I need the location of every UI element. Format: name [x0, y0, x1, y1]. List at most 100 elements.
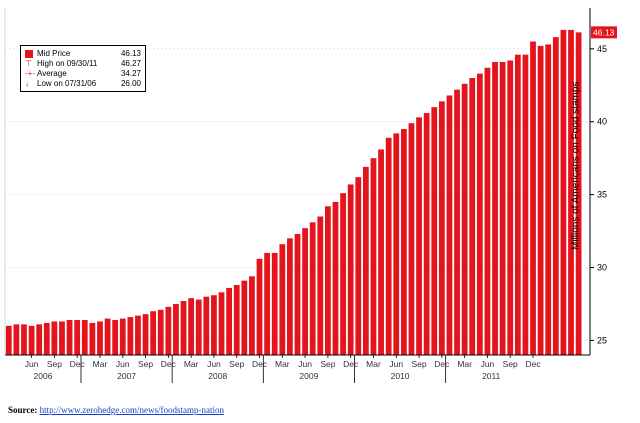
legend-label: Average — [37, 69, 67, 78]
bar — [378, 149, 384, 355]
bar — [484, 67, 491, 355]
bar — [454, 89, 460, 355]
y-tick-label: 45 — [597, 44, 607, 54]
bar — [256, 258, 263, 355]
x-tick-label: Jun — [389, 359, 403, 369]
legend-label: Mid Price — [37, 49, 71, 58]
bar — [499, 61, 506, 356]
bar — [226, 287, 233, 355]
x-tick-label: Jun — [481, 359, 495, 369]
bar — [568, 29, 574, 355]
bar — [142, 314, 149, 355]
bar — [135, 315, 141, 355]
bar — [461, 83, 468, 355]
bar — [13, 324, 20, 355]
year-label: 2007 — [117, 371, 136, 381]
bar — [157, 309, 164, 355]
legend-label: Low on 07/31/06 — [37, 79, 97, 88]
x-tick-label: Sep — [229, 359, 244, 369]
bar — [446, 95, 453, 355]
bar — [279, 244, 286, 355]
bar — [545, 44, 552, 355]
bar — [66, 320, 73, 355]
x-tick-label: Jun — [116, 359, 130, 369]
x-tick-label: Mar — [457, 359, 472, 369]
legend-label: High on 09/30/11 — [37, 59, 98, 68]
year-label: 2010 — [391, 371, 410, 381]
bar — [173, 303, 179, 355]
year-label: 2009 — [299, 371, 318, 381]
bar — [400, 129, 407, 355]
bar — [21, 324, 27, 355]
bar — [408, 123, 415, 356]
bar — [469, 77, 476, 356]
bar — [5, 325, 12, 355]
bar — [104, 318, 111, 355]
bar — [203, 296, 210, 355]
bar — [423, 112, 430, 355]
bar — [317, 216, 324, 355]
year-label: 2006 — [34, 371, 53, 381]
bar — [385, 137, 392, 355]
y-tick-label: 25 — [597, 335, 607, 345]
bar — [294, 233, 301, 355]
bar — [492, 61, 498, 356]
legend-item: -+- Average 34.27 — [25, 69, 141, 79]
bar — [81, 320, 88, 355]
bar — [537, 45, 544, 355]
bar — [218, 292, 225, 355]
x-tick-label: Mar — [275, 359, 290, 369]
bar — [287, 238, 293, 355]
legend-swatch-icon — [25, 50, 33, 58]
bar — [241, 280, 248, 355]
bar — [119, 318, 126, 355]
x-tick-label: Sep — [411, 359, 426, 369]
x-tick-label: Mar — [184, 359, 199, 369]
bar — [560, 29, 567, 355]
x-tick-label: Dec — [343, 359, 359, 369]
x-tick-label: Dec — [70, 359, 86, 369]
x-tick-label: Mar — [366, 359, 381, 369]
source-link[interactable]: http://www.zerohedge.com/news/foodstamp-… — [39, 405, 224, 415]
year-label: 2008 — [208, 371, 227, 381]
bars — [5, 29, 582, 356]
bar — [112, 320, 119, 355]
bar — [370, 158, 377, 355]
bar — [180, 301, 187, 355]
bar — [438, 101, 445, 356]
x-tick-label: Sep — [47, 359, 62, 369]
x-tick-label: Sep — [138, 359, 153, 369]
bar — [575, 32, 582, 355]
y-axis-title: Millions of Americans on Food stamps — [570, 81, 582, 250]
last-value-badge — [591, 26, 617, 39]
bar — [362, 166, 369, 355]
bar — [332, 201, 339, 355]
axes — [4, 8, 594, 383]
bar — [211, 295, 217, 355]
x-tick-label: Dec — [161, 359, 177, 369]
bar — [325, 206, 331, 355]
bar — [51, 321, 58, 355]
bar — [393, 133, 400, 355]
legend-value: 34.27 — [120, 69, 141, 78]
legend-value: 46.27 — [120, 59, 141, 68]
average-marker-icon: -+- — [25, 69, 35, 78]
bar — [89, 322, 96, 355]
bar — [249, 276, 255, 355]
bar — [476, 73, 483, 355]
high-marker-icon: ⊤ — [25, 59, 32, 68]
bar — [97, 321, 103, 355]
x-tick-label: Dec — [252, 359, 268, 369]
bar — [150, 311, 157, 355]
bar — [127, 317, 134, 355]
bar — [522, 54, 529, 356]
bar — [59, 321, 65, 355]
x-tick-label: Jun — [207, 359, 221, 369]
bar — [28, 325, 35, 355]
bar — [514, 54, 521, 356]
bar — [355, 177, 362, 355]
bar — [530, 41, 536, 355]
bar — [431, 107, 438, 356]
bar — [340, 193, 346, 355]
y-tick-label: 35 — [597, 190, 607, 200]
